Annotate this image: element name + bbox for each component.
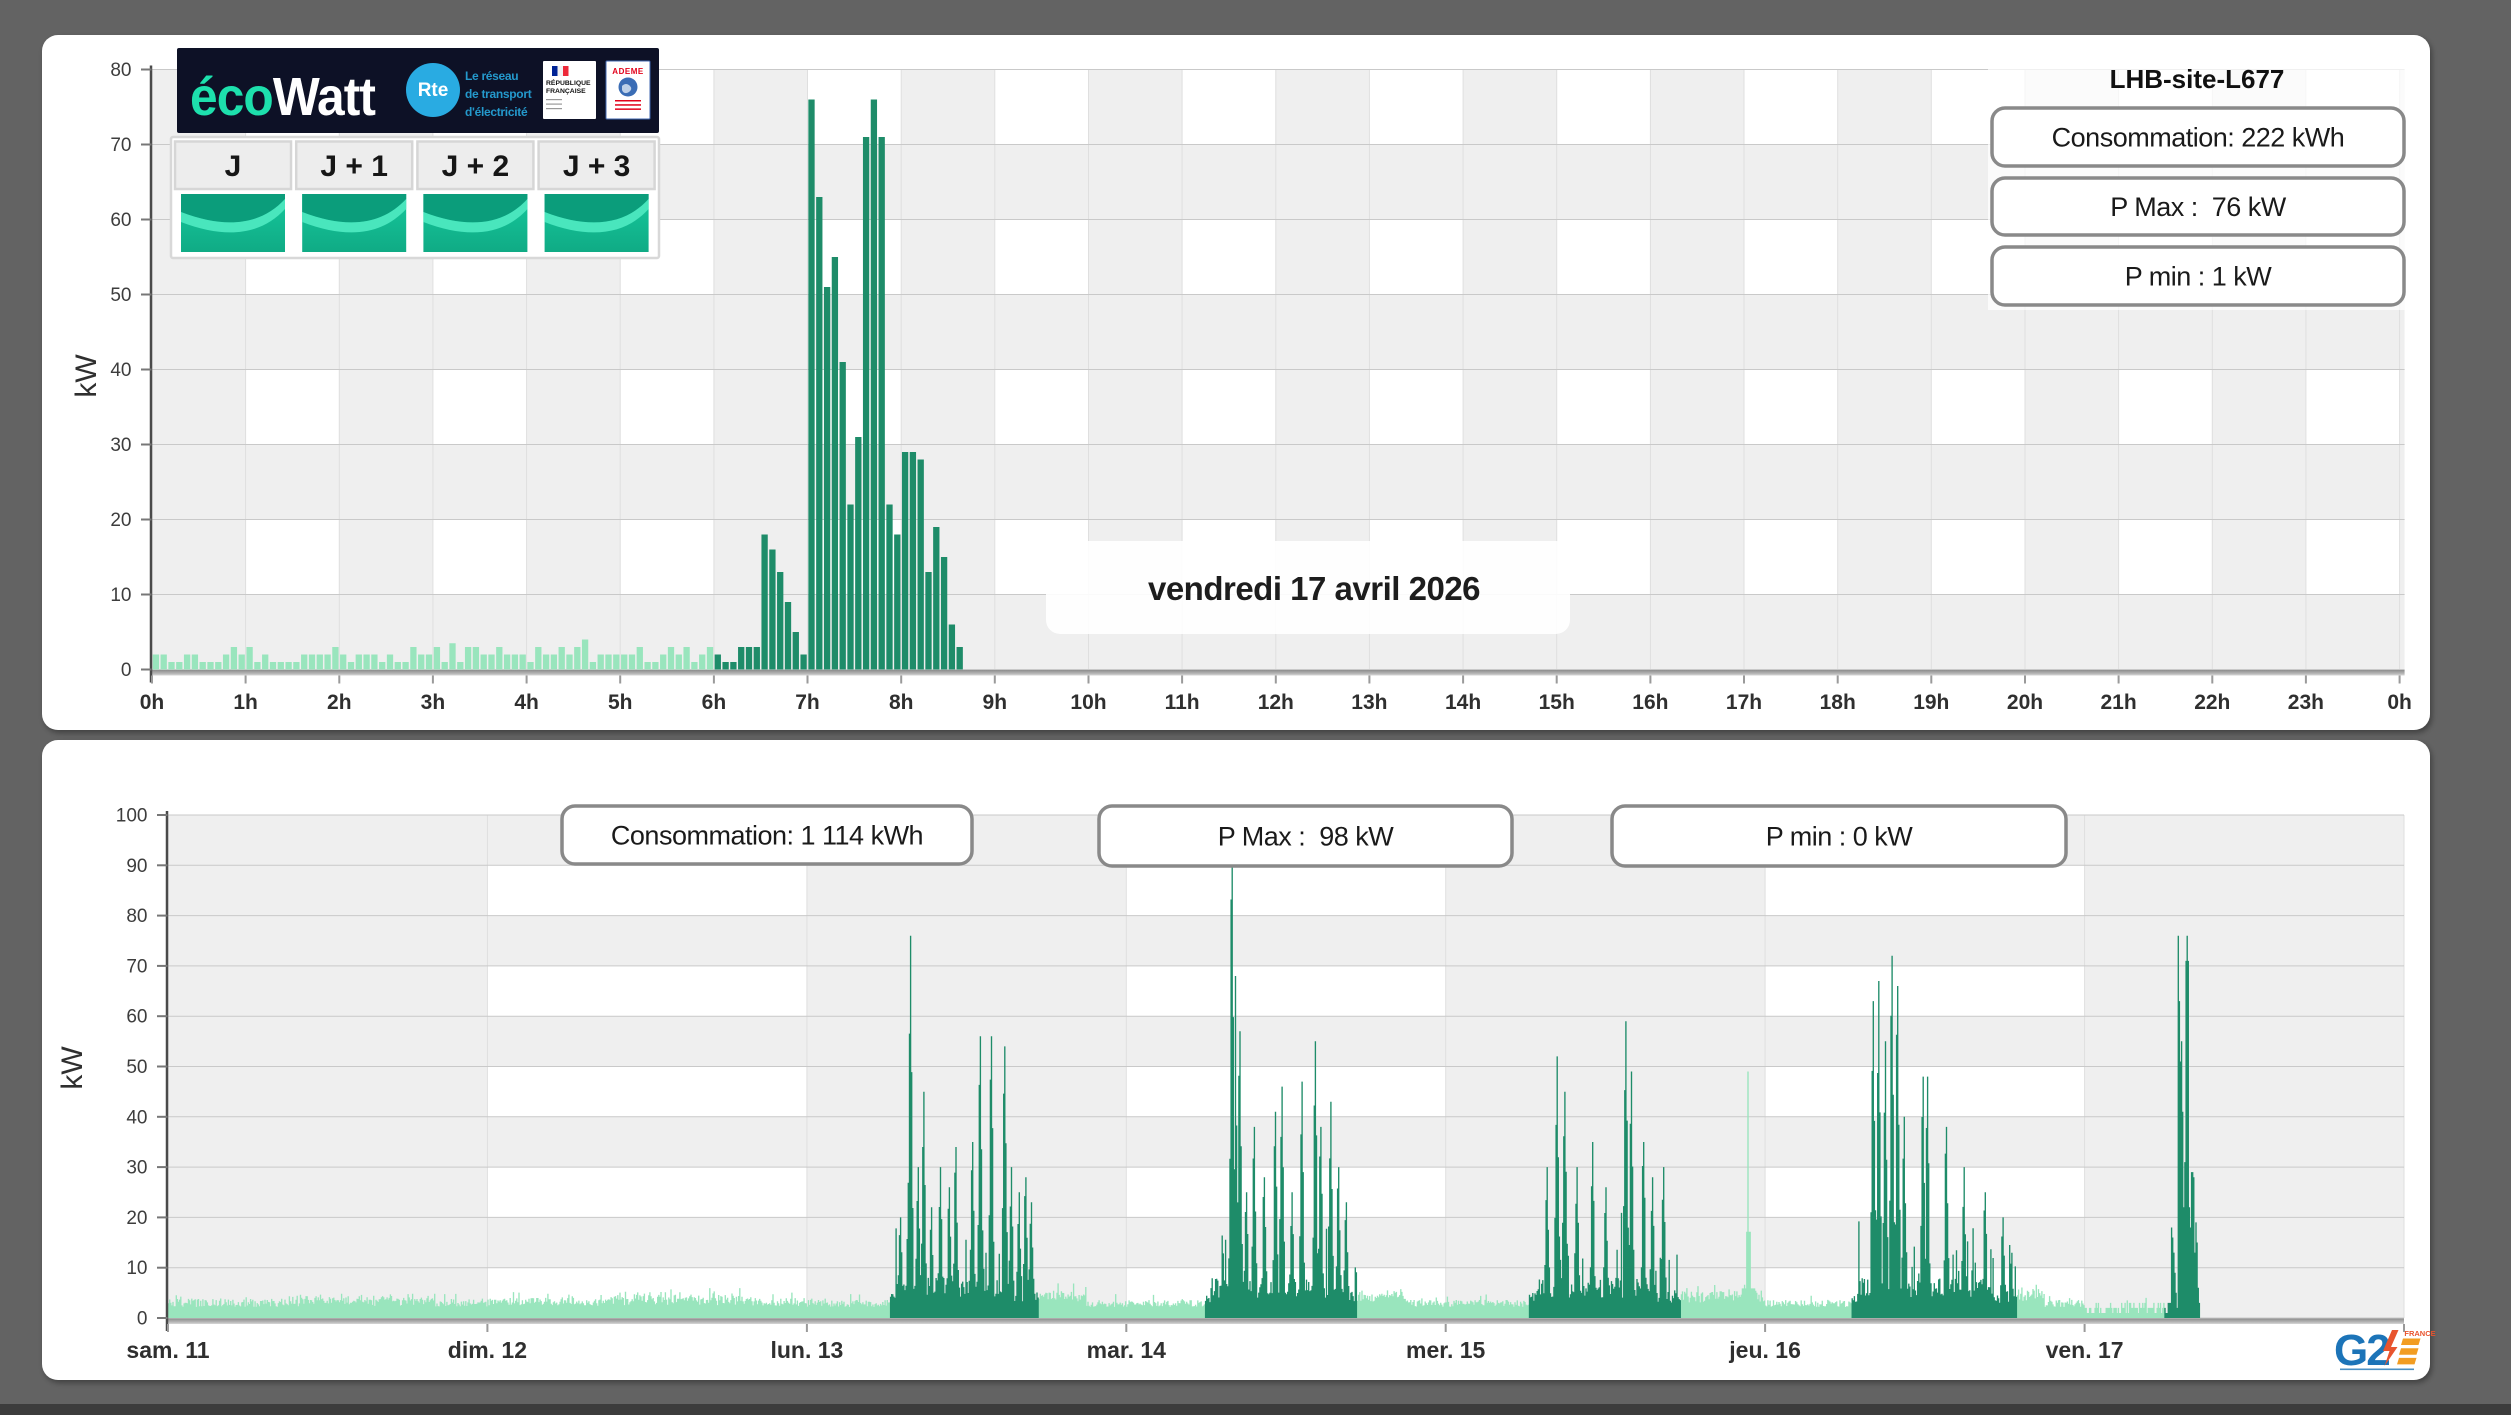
svg-text:J + 3: J + 3 [563,150,631,183]
svg-text:14h: 14h [1445,691,1481,714]
svg-text:11h: 11h [1165,691,1200,714]
svg-text:jeu. 16: jeu. 16 [1728,1337,1801,1363]
svg-text:dim. 12: dim. 12 [448,1337,527,1363]
svg-text:kW: kW [70,354,103,398]
svg-text:Consommation: 222 kWh: Consommation: 222 kWh [2052,123,2345,153]
svg-text:0h: 0h [140,691,165,714]
svg-text:2h: 2h [327,691,352,714]
svg-text:19h: 19h [1913,691,1949,714]
svg-text:Le réseau: Le réseau [465,69,518,83]
svg-text:50: 50 [126,1057,147,1078]
svg-text:90: 90 [126,856,147,877]
svg-text:23h: 23h [2288,691,2324,714]
svg-text:ADEME: ADEME [612,67,644,76]
svg-text:21h: 21h [2101,691,2137,714]
svg-text:100: 100 [116,806,148,827]
svg-text:8h: 8h [889,691,914,714]
svg-text:13h: 13h [1351,691,1387,714]
svg-text:FRANÇAISE: FRANÇAISE [546,88,586,95]
svg-text:9h: 9h [983,691,1008,714]
svg-text:17h: 17h [1726,691,1762,714]
svg-text:30: 30 [126,1158,147,1179]
svg-text:80: 80 [110,60,131,81]
svg-text:de transport: de transport [465,87,532,101]
svg-text:P Max : 98 kW: P Max : 98 kW [1218,822,1395,852]
svg-text:16h: 16h [1632,691,1668,714]
svg-text:60: 60 [126,1007,147,1028]
svg-text:70: 70 [126,956,147,977]
svg-text:70: 70 [110,135,131,156]
svg-text:10: 10 [110,585,131,606]
svg-text:10h: 10h [1070,691,1106,714]
svg-text:G2: G2 [2334,1326,2389,1375]
svg-text:22h: 22h [2194,691,2230,714]
svg-text:kW: kW [56,1046,89,1090]
svg-text:12h: 12h [1258,691,1294,714]
svg-text:18h: 18h [1820,691,1856,714]
svg-text:lun. 13: lun. 13 [770,1337,843,1363]
svg-text:3h: 3h [421,691,446,714]
svg-text:P min : 1 kW: P min : 1 kW [2125,262,2273,292]
svg-text:0: 0 [121,660,132,681]
svg-text:4h: 4h [514,691,539,714]
svg-text:10: 10 [126,1258,147,1279]
svg-text:40: 40 [110,360,131,381]
svg-text:0: 0 [137,1309,148,1330]
svg-text:20: 20 [126,1208,147,1229]
svg-text:80: 80 [126,906,147,927]
svg-text:30: 30 [110,435,131,456]
svg-text:écoWatt: écoWatt [190,67,376,127]
svg-text:RÉPUBLIQUE: RÉPUBLIQUE [546,78,591,87]
svg-text:vendredi 17 avril 2026: vendredi 17 avril 2026 [1148,570,1480,607]
svg-text:15h: 15h [1539,691,1575,714]
svg-text:5h: 5h [608,691,633,714]
svg-text:J + 1: J + 1 [320,150,388,183]
svg-text:J: J [225,150,242,183]
svg-text:J + 2: J + 2 [442,150,510,183]
svg-text:Consommation: 1 114 kWh: Consommation: 1 114 kWh [611,821,923,851]
svg-text:mar. 14: mar. 14 [1087,1337,1166,1363]
svg-text:50: 50 [110,285,131,306]
svg-text:mer. 15: mer. 15 [1406,1337,1485,1363]
svg-text:40: 40 [126,1107,147,1128]
svg-text:60: 60 [110,210,131,231]
svg-text:LHB-site-L677: LHB-site-L677 [2110,64,2285,94]
svg-text:sam. 11: sam. 11 [126,1337,209,1363]
svg-text:20: 20 [110,510,131,531]
svg-text:P min : 0 kW: P min : 0 kW [1766,822,1914,852]
svg-text:7h: 7h [795,691,820,714]
svg-text:Rte: Rte [418,80,449,101]
svg-text:FRANCE: FRANCE [2404,1329,2435,1338]
svg-text:20h: 20h [2007,691,2043,714]
svg-text:ven. 17: ven. 17 [2046,1337,2124,1363]
svg-text:1h: 1h [233,691,258,714]
svg-text:d'électricité: d'électricité [465,105,528,119]
svg-text:0h: 0h [2387,691,2412,714]
svg-text:P Max : 76 kW: P Max : 76 kW [2110,192,2287,222]
svg-text:6h: 6h [702,691,727,714]
